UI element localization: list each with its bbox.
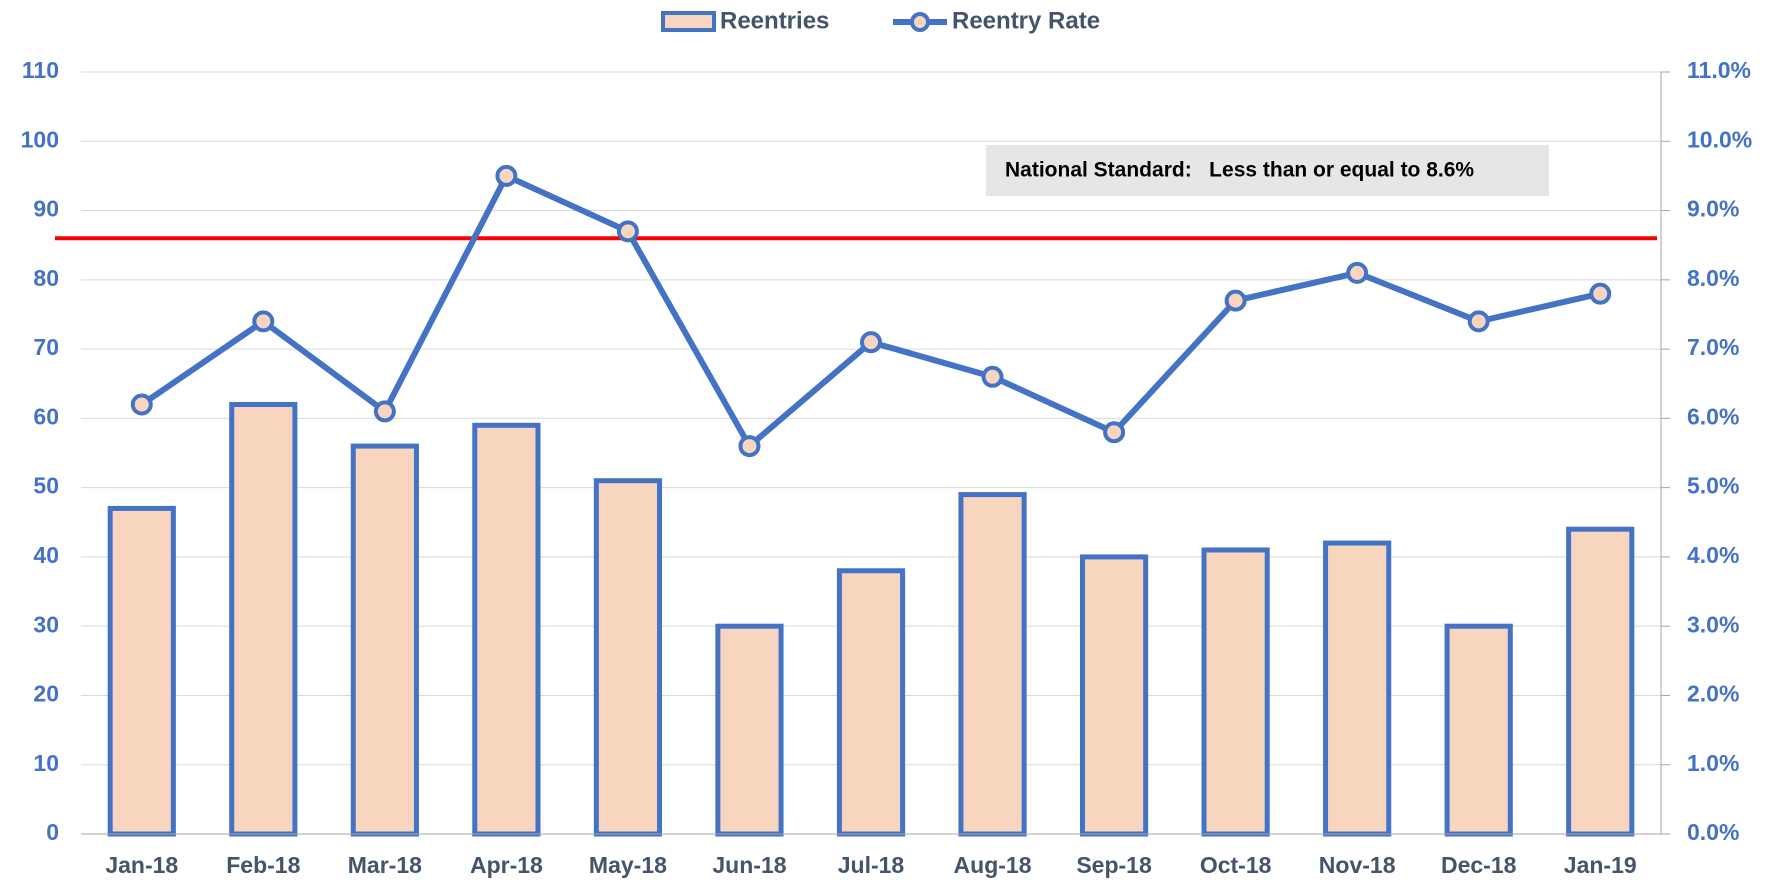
y2-tick-label: 4.0% [1687,542,1739,568]
marker [860,331,882,354]
y2-tick-label: 2.0% [1687,681,1739,707]
marker [1346,261,1369,284]
legend-label: Reentries [720,7,829,34]
x-tick-label: Jul-18 [838,852,905,878]
y2-tick-label: 3.0% [1687,611,1739,637]
bar [472,422,541,837]
marker [252,310,275,333]
y-tick-label: 30 [33,611,59,637]
y-tick-label: 80 [33,265,59,291]
bar [1201,547,1270,837]
y-tick-label: 50 [33,473,59,499]
x-tick-label: Mar-18 [348,852,422,878]
marker [373,400,396,423]
annotation: National Standard: Less than or equal to… [1005,159,1474,182]
legend-swatch [661,11,716,32]
legend-label: Reentry Rate [952,7,1100,34]
y2-tick-label: 5.0% [1687,473,1739,499]
y2-tick-label: 8.0% [1687,265,1739,291]
y-tick-label: 20 [33,681,59,707]
y-tick-label: 100 [21,126,59,152]
line [140,172,1601,450]
bar [1323,540,1392,837]
bar [229,402,298,837]
y2-tick-label: 10.0% [1687,126,1752,152]
marker [981,365,1004,388]
bar [715,623,784,837]
y2-tick-label: 6.0% [1687,403,1739,429]
y2-tick-label: 11.0% [1687,57,1751,83]
marker [616,220,639,243]
x-tick-label: Jan-18 [105,852,178,878]
marker [130,393,153,416]
x-tick-label: Oct-18 [1200,852,1272,878]
x-tick-label: Aug-18 [954,852,1032,878]
bar [958,492,1027,837]
bar [350,443,419,837]
y-tick-label: 70 [33,334,59,360]
x-tick-label: Jun-18 [712,852,786,878]
bar [1079,554,1149,837]
marker [1224,289,1247,312]
x-tick-label: May-18 [589,852,667,878]
y2-tick-label: 9.0% [1687,196,1739,222]
x-tick-label: Apr-18 [470,852,543,878]
y2-tick-label: 7.0% [1687,334,1739,360]
x-tick-label: Jan-19 [1564,852,1637,878]
y2-tick-label: 1.0% [1687,750,1739,776]
bar [107,505,176,837]
marker [495,164,518,187]
y-tick-label: 0 [46,819,59,845]
y-tick-label: 40 [33,542,59,568]
x-tick-label: Nov-18 [1319,852,1396,878]
bar [593,478,663,837]
marker [1467,310,1490,333]
bar [1566,526,1635,837]
x-tick-label: Feb-18 [226,852,300,878]
bar [836,568,906,837]
x-tick-label: Sep-18 [1076,852,1152,878]
y-tick-label: 60 [33,403,59,429]
y-tick-label: 10 [33,750,59,776]
marker [1103,421,1126,444]
x-tick-label: Dec-18 [1441,852,1517,878]
y-tick-label: 90 [33,196,59,222]
y2-tick-label: 0.0% [1687,819,1739,845]
bar [1444,623,1513,837]
marker [738,435,761,458]
legend-swatch [910,12,930,32]
annotation-box [986,145,1549,196]
marker [1589,282,1612,305]
y-tick-label: 110 [22,57,59,83]
